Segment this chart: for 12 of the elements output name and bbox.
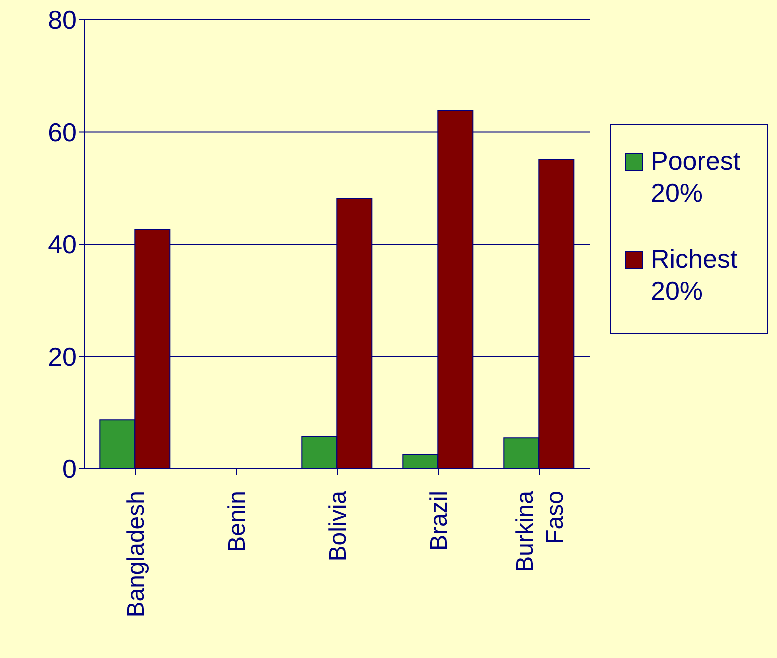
x-tick-label: Burkina Faso [512,490,570,572]
x-tick-label: Bolivia [325,490,352,562]
x-tick-label: Brazil [426,491,454,552]
y-tick-label: 20 [48,342,77,372]
y-tick-label: 80 [48,5,77,36]
x-tick-label: Benin [224,491,252,552]
y-tick-label: 0 [62,454,77,484]
y-tick-label: 60 [48,117,77,148]
y-tick-label: 40 [48,230,77,260]
legend-label: Richest 20% [651,243,739,307]
legend-label: Poorest 20% [651,145,742,209]
x-tick-label: Bangladesh [123,491,150,618]
